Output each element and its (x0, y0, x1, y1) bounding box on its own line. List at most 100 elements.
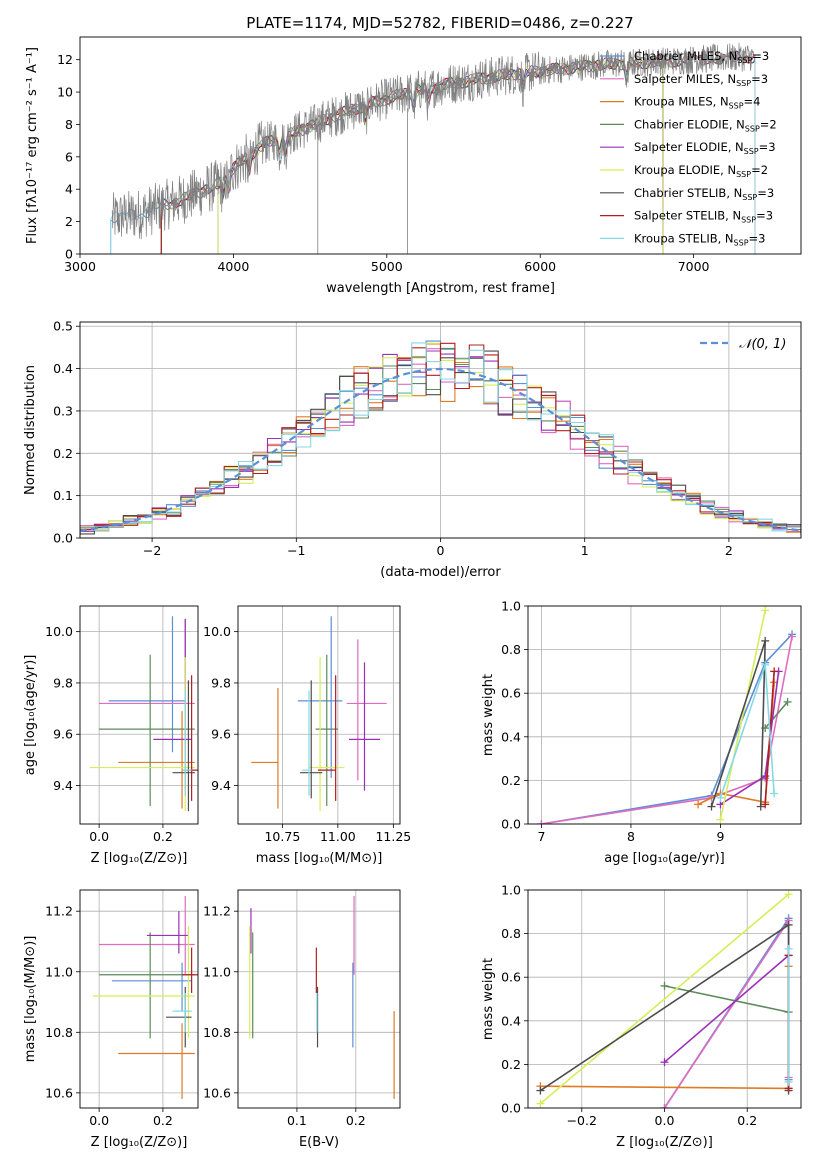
y-tick-label: 6 (65, 149, 73, 164)
x-tick-label: 11.25 (375, 829, 411, 844)
weight-marker (761, 800, 770, 809)
weight-line-salpeter_elodie (663, 954, 790, 1063)
errorbar-chabrier_stelib (300, 680, 323, 799)
y-axis-label: Flux [fλ10⁻¹⁷ erg cm⁻² s⁻¹ A⁻¹] (25, 47, 40, 244)
y-tick-label: 10.0 (203, 624, 231, 639)
weight-marker (783, 697, 792, 706)
spectrum-lines (110, 42, 756, 254)
histograms (80, 340, 801, 536)
errorbar-chabrier_elodie (99, 654, 195, 807)
x-axis-label: E(B-V) (299, 1135, 339, 1150)
weight-marker (784, 1077, 793, 1086)
y-tick-label: 4 (65, 182, 73, 197)
errorbar-kroupa_miles (118, 711, 195, 809)
y-tick-label: 9.8 (211, 675, 231, 690)
y-tick-label: 10.6 (203, 1085, 231, 1100)
y-tick-label: 9.4 (211, 778, 231, 793)
y-axis-label: mass weight (481, 674, 496, 756)
x-tick-label: 2 (725, 543, 733, 558)
weight-marker (770, 667, 779, 676)
panel-mass_vs_ebv: 0.1 0.2 10.6 10.8 11.0 11.2 E(B-V) (203, 889, 401, 1150)
x-tick-label: 7 (537, 829, 545, 844)
y-tick-label: 0.6 (501, 686, 521, 701)
axes-frame (79, 889, 199, 1109)
y-tick-label: 0.6 (501, 970, 521, 985)
y-tick-label: 10.6 (45, 1085, 73, 1100)
panel-spectrum: 3000 4000 5000 6000 7000 0 2 4 6 8 10 12 wavelength … (25, 36, 802, 296)
x-axis-label: Z [log₁₀(Z/Z⊙)] (91, 851, 188, 866)
y-tick-label: 11.2 (45, 904, 73, 919)
x-tick-label: −1 (287, 543, 305, 558)
errorbars (249, 896, 395, 1099)
axes-frame (79, 36, 802, 255)
x-axis-label: (data-model)/error (380, 565, 501, 580)
weight-line-kroupa_elodie (539, 893, 790, 1105)
y-tick-label: 0.8 (501, 642, 521, 657)
x-tick-label: 3000 (64, 259, 96, 274)
y-tick-label: 0.0 (53, 531, 73, 546)
y-tick-label: 0.4 (53, 361, 73, 376)
x-tick-label: 9 (716, 829, 724, 844)
weight-marker (660, 1058, 669, 1067)
y-tick-label: 0.4 (501, 729, 521, 744)
y-tick-label: 0.2 (501, 1057, 521, 1072)
y-tick-label: 0.2 (53, 446, 73, 461)
weight-marker (716, 793, 725, 802)
errorbar-salpeter_stelib (182, 947, 198, 993)
x-tick-label: 0.0 (89, 1113, 109, 1128)
axes-frame (237, 605, 401, 825)
legend-label: Chabrier ELODIE, NSSP=2 (634, 117, 777, 133)
errorbar-kroupa_miles (251, 688, 279, 809)
panel-age_vs_Z: 0.0 0.2 9.4 9.6 9.8 10.0 Z [log₁₀(Z/Z⊙)] age [l… (23, 605, 199, 866)
x-tick-label: 10.75 (264, 829, 300, 844)
x-tick-label: 5000 (371, 259, 403, 274)
errorbars (92, 896, 198, 1099)
weight-marker (756, 802, 765, 811)
axes-frame (79, 605, 199, 825)
errorbar-salpeter_elodie (348, 662, 381, 791)
y-tick-label: 9.4 (53, 778, 73, 793)
legend-label: Salpeter MILES, NSSP=3 (634, 72, 768, 88)
x-tick-label: −0.2 (567, 1113, 597, 1128)
y-tick-label: 11.2 (203, 904, 231, 919)
errorbar-chabrier_elodie (99, 932, 195, 1039)
weight-marker (784, 890, 793, 899)
panel-weight_vs_age: 7 8 9 0.0 0.2 0.4 0.6 0.8 1.0 age [log₁₀(age/yr)]… (481, 599, 802, 866)
y-tick-label: 0 (65, 247, 73, 262)
y-axis-label: mass weight (481, 958, 496, 1040)
y-tick-label: 0.3 (53, 403, 73, 418)
y-tick-label: 10.8 (45, 1025, 73, 1040)
x-axis-label: age [log₁₀(age/yr)] (604, 851, 725, 866)
x-tick-label: 0.0 (89, 829, 109, 844)
legend-label: Chabrier MILES, NSSP=3 (634, 49, 769, 65)
x-tick-label: 1 (581, 543, 589, 558)
y-tick-label: 0.8 (501, 926, 521, 941)
x-tick-label: 0.2 (737, 1113, 757, 1128)
legend: Chabrier MILES, NSSP=3 Salpeter MILES, NS… (600, 49, 777, 247)
axes-frame (527, 889, 802, 1109)
y-tick-label: 0.0 (501, 1101, 521, 1116)
model-spectrum-salpeter_elodie (217, 56, 664, 254)
x-tick-label: 6000 (524, 259, 556, 274)
errorbar-kroupa_stelib (182, 690, 192, 796)
weight-marker (761, 606, 770, 615)
y-tick-label: 1.0 (501, 883, 521, 898)
errorbar-salpeter_miles (346, 639, 387, 781)
y-axis-label: age [log₁₀(age/yr)] (23, 655, 38, 776)
weight-marker (694, 800, 703, 809)
weight-marker (660, 981, 669, 990)
weight-marker (761, 660, 770, 669)
y-tick-label: 10.8 (203, 1025, 231, 1040)
x-tick-label: 0 (437, 543, 445, 558)
x-tick-label: 0.2 (346, 1113, 366, 1128)
y-tick-label: 9.8 (53, 675, 73, 690)
x-axis-label: Z [log₁₀(Z/Z⊙)] (616, 1135, 713, 1150)
legend-label: Kroupa ELODIE, NSSP=2 (634, 163, 768, 179)
errorbar-chabrier_miles (111, 962, 192, 1012)
y-tick-label: 9.6 (211, 727, 231, 742)
y-tick-label: 0.1 (53, 488, 73, 503)
normal-curve (80, 367, 801, 532)
errorbar-kroupa_elodie (92, 926, 195, 1039)
weight-marker (784, 920, 793, 929)
